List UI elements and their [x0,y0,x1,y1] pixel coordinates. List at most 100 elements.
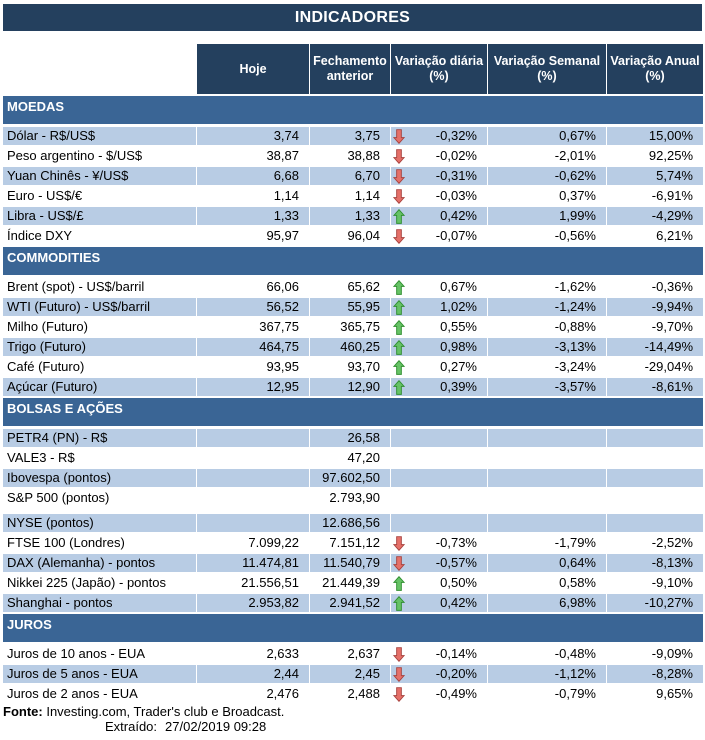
variacao-diaria-value: 0,39% [440,379,477,394]
trend-arrow-slot [393,646,407,662]
variacao-anual-value: -9,70% [607,318,703,336]
trend-up-icon [393,208,405,224]
variacao-semanal-value: 0,67% [488,127,606,145]
trend-up-icon [393,279,405,295]
hoje-value: 1,14 [197,187,309,205]
variacao-semanal-value [488,469,606,487]
table-row-nikkei-225-japao-pontos: Nikkei 225 (Japão) - pontos 21.556,51 21.4… [3,574,703,592]
fechamento-value: 1,33 [310,207,390,225]
variacao-semanal-value: 0,58% [488,574,606,592]
variacao-diaria-cell: -0,32% [391,127,487,145]
variacao-semanal-value: -1,79% [488,534,606,552]
table-row-juros-de-10-anos-eua: Juros de 10 anos - EUA 2,633 2,637 -0,14% -0… [3,645,703,663]
variacao-semanal-value: -3,13% [488,338,606,356]
variacao-semanal-value: -1,62% [488,278,606,296]
row-label: Trigo (Futuro) [3,338,196,356]
hoje-value [197,469,309,487]
trend-arrow-slot [393,666,407,682]
col-header-variacao-diaria: Variação diária (%) [391,44,487,94]
variacao-diaria-cell: 0,55% [391,318,487,336]
variacao-anual-value: -9,10% [607,574,703,592]
table-row-petr4-pn-r: PETR4 (PN) - R$ 26,58 [3,429,703,447]
row-label: Café (Futuro) [3,358,196,376]
fechamento-value: 6,70 [310,167,390,185]
trend-down-icon [393,148,405,164]
trend-down-icon [393,168,405,184]
variacao-diaria-cell [391,489,487,507]
variacao-diaria-cell: 0,98% [391,338,487,356]
variacao-semanal-value: -0,48% [488,645,606,663]
variacao-semanal-value [488,449,606,467]
hoje-value: 2,44 [197,665,309,683]
hoje-value: 21.556,51 [197,574,309,592]
variacao-anual-value: -10,27% [607,594,703,612]
table-row-shanghai-pontos: Shanghai - pontos 2.953,82 2.941,52 0,42% 6,… [3,594,703,612]
row-label: Juros de 2 anos - EUA [3,685,196,703]
table-row-peso-argentino-us: Peso argentino - $/US$ 38,87 38,88 -0,02% -2… [3,147,703,165]
trend-arrow-slot [393,228,407,244]
col-header-variacao-anual: Variação Anual (%) [607,44,703,94]
row-label: Brent (spot) - US$/barril [3,278,196,296]
trend-arrow-slot [393,595,407,611]
variacao-diaria-cell: -0,20% [391,665,487,683]
variacao-anual-value [607,449,703,467]
hoje-value: 6,68 [197,167,309,185]
trend-arrow-slot [393,339,407,355]
fechamento-value: 38,88 [310,147,390,165]
trend-arrow-slot [393,450,407,466]
variacao-anual-value: 15,00% [607,127,703,145]
variacao-diaria-value: -0,20% [435,666,477,681]
trend-arrow-slot [393,470,407,486]
table-row-milho-futuro: Milho (Futuro) 367,75 365,75 0,55% -0,88% -9,… [3,318,703,336]
row-label: Yuan Chinês - ¥/US$ [3,167,196,185]
hoje-value: 11.474,81 [197,554,309,572]
variacao-diaria-value: -0,49% [435,686,477,701]
fechamento-value: 460,25 [310,338,390,356]
table-row-dax-alemanha-pontos: DAX (Alemanha) - pontos 11.474,81 11.540,7… [3,554,703,572]
fechamento-value: 97.602,50 [310,469,390,487]
table-row-vale3-r: VALE3 - R$ 47,20 [3,449,703,467]
trend-up-icon [393,575,405,591]
table-row-euro-us: Euro - US$/€ 1,14 1,14 -0,03% 0,37% -6,91% [3,187,703,205]
row-label: Juros de 5 anos - EUA [3,665,196,683]
variacao-anual-value: -8,13% [607,554,703,572]
extracted-line: Extraído: 27/02/2019 09:28 [105,720,705,734]
fechamento-value: 96,04 [310,227,390,245]
hoje-value: 2.953,82 [197,594,309,612]
variacao-diaria-cell: 0,42% [391,594,487,612]
variacao-diaria-value: -0,07% [435,228,477,243]
variacao-diaria-cell: -0,03% [391,187,487,205]
variacao-anual-value: -9,94% [607,298,703,316]
variacao-anual-value: 6,21% [607,227,703,245]
variacao-diaria-value: 1,02% [440,299,477,314]
trend-arrow-slot [393,279,407,295]
row-label: NYSE (pontos) [3,514,196,532]
variacao-anual-value: -2,52% [607,534,703,552]
variacao-anual-value: -14,49% [607,338,703,356]
trend-arrow-slot [393,128,407,144]
variacao-diaria-value: 0,27% [440,359,477,374]
variacao-diaria-cell [391,449,487,467]
variacao-anual-value: 5,74% [607,167,703,185]
row-label: S&P 500 (pontos) [3,489,196,507]
variacao-semanal-value: 1,99% [488,207,606,225]
row-label: Açúcar (Futuro) [3,378,196,396]
trend-up-icon [393,359,405,375]
variacao-semanal-value: -0,56% [488,227,606,245]
table-row-ibovespa-pontos: Ibovespa (pontos) 97.602,50 [3,469,703,487]
fechamento-value: 2,45 [310,665,390,683]
hoje-value: 66,06 [197,278,309,296]
variacao-semanal-value: -3,57% [488,378,606,396]
hoje-value: 12,95 [197,378,309,396]
fechamento-value: 47,20 [310,449,390,467]
fechamento-value: 12.686,56 [310,514,390,532]
variacao-diaria-cell: -0,14% [391,645,487,663]
trend-arrow-slot [393,148,407,164]
section-header-bolsas-e-acoes: BOLSAS E AÇÕES [3,398,703,426]
trend-arrow-slot [393,535,407,551]
table-row-nyse-pontos: NYSE (pontos) 12.686,56 [3,514,703,532]
fechamento-value: 26,58 [310,429,390,447]
table-body: MOEDAS Dólar - R$/US$ 3,74 3,75 -0,32% 0,67% 1… [0,96,705,703]
row-label: Índice DXY [3,227,196,245]
fechamento-value: 93,70 [310,358,390,376]
